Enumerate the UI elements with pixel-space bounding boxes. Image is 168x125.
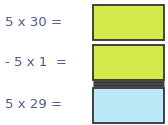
FancyBboxPatch shape xyxy=(93,88,164,122)
Text: 5 x 30 =: 5 x 30 = xyxy=(5,16,62,29)
FancyBboxPatch shape xyxy=(93,5,164,40)
Text: - 5 x 1  =: - 5 x 1 = xyxy=(5,56,67,69)
FancyBboxPatch shape xyxy=(93,45,164,80)
Text: 5 x 29 =: 5 x 29 = xyxy=(5,98,62,112)
